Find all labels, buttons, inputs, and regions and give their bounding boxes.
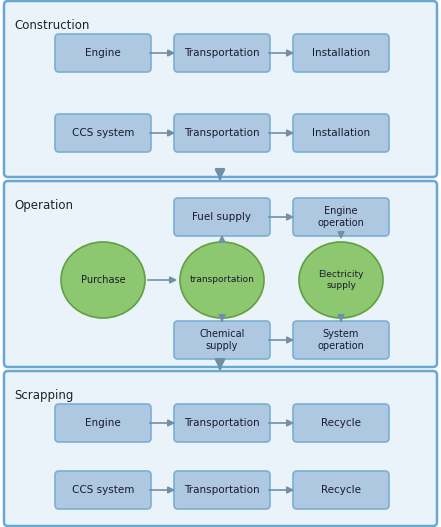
- FancyBboxPatch shape: [293, 34, 389, 72]
- FancyBboxPatch shape: [4, 181, 437, 367]
- FancyBboxPatch shape: [174, 198, 270, 236]
- FancyBboxPatch shape: [4, 1, 437, 177]
- Text: Recycle: Recycle: [321, 418, 361, 428]
- FancyBboxPatch shape: [55, 404, 151, 442]
- Text: Scrapping: Scrapping: [14, 389, 73, 402]
- Text: CCS system: CCS system: [72, 128, 134, 138]
- Text: Transportation: Transportation: [184, 128, 260, 138]
- Text: Transportation: Transportation: [184, 48, 260, 58]
- FancyBboxPatch shape: [55, 471, 151, 509]
- Ellipse shape: [180, 242, 264, 318]
- Text: Engine
operation: Engine operation: [318, 206, 364, 228]
- Text: Installation: Installation: [312, 128, 370, 138]
- FancyBboxPatch shape: [293, 114, 389, 152]
- Text: Operation: Operation: [14, 199, 73, 212]
- Text: Engine: Engine: [85, 48, 121, 58]
- Text: System
operation: System operation: [318, 329, 364, 351]
- Text: Purchase: Purchase: [81, 275, 125, 285]
- Text: transportation: transportation: [190, 276, 254, 285]
- Ellipse shape: [299, 242, 383, 318]
- Text: Transportation: Transportation: [184, 418, 260, 428]
- Text: Chemical
supply: Chemical supply: [199, 329, 245, 351]
- FancyBboxPatch shape: [55, 114, 151, 152]
- FancyBboxPatch shape: [293, 404, 389, 442]
- Text: Fuel supply: Fuel supply: [193, 212, 251, 222]
- FancyBboxPatch shape: [174, 34, 270, 72]
- FancyBboxPatch shape: [174, 404, 270, 442]
- FancyBboxPatch shape: [55, 34, 151, 72]
- FancyBboxPatch shape: [174, 321, 270, 359]
- FancyBboxPatch shape: [4, 371, 437, 526]
- FancyBboxPatch shape: [174, 114, 270, 152]
- Text: Installation: Installation: [312, 48, 370, 58]
- FancyBboxPatch shape: [293, 198, 389, 236]
- FancyBboxPatch shape: [293, 471, 389, 509]
- Text: Electricity
supply: Electricity supply: [318, 270, 364, 290]
- Text: CCS system: CCS system: [72, 485, 134, 495]
- Text: Transportation: Transportation: [184, 485, 260, 495]
- Text: Engine: Engine: [85, 418, 121, 428]
- FancyBboxPatch shape: [293, 321, 389, 359]
- Text: Construction: Construction: [14, 19, 90, 32]
- Text: Recycle: Recycle: [321, 485, 361, 495]
- FancyBboxPatch shape: [174, 471, 270, 509]
- Ellipse shape: [61, 242, 145, 318]
